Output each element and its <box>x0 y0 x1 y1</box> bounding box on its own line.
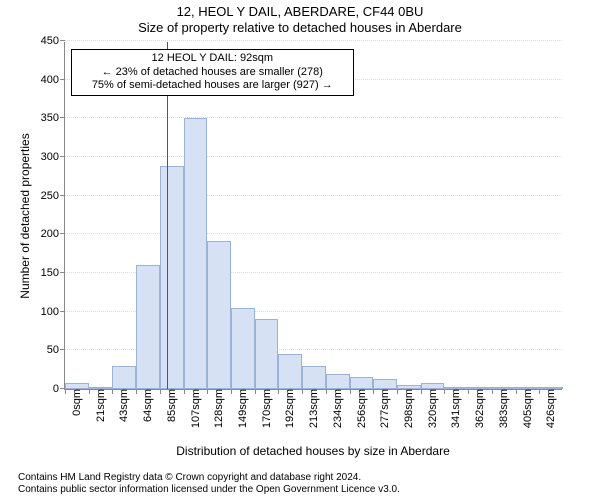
x-axis-title: Distribution of detached houses by size … <box>64 444 562 458</box>
histogram-bar <box>255 319 279 389</box>
histogram-bar <box>231 308 255 389</box>
title-line-2: Size of property relative to detached ho… <box>0 20 600 36</box>
xtick-label: 405sqm <box>516 389 534 428</box>
gridline-h <box>65 233 562 234</box>
histogram-bar <box>160 166 184 389</box>
histogram-bar <box>184 118 208 389</box>
histogram-bar <box>326 374 350 389</box>
annotation-line: ← 23% of detached houses are smaller (27… <box>76 66 349 80</box>
figure-container: 12, HEOL Y DAIL, ABERDARE, CF44 0BU Size… <box>0 0 600 500</box>
plot-wrap: Number of detached properties 0501001502… <box>64 42 562 390</box>
y-axis-title: Number of detached properties <box>18 133 32 298</box>
xtick-label: 149sqm <box>231 389 249 428</box>
ytick-label: 350 <box>41 112 65 124</box>
plot-area: 0501001502002503003504004500sqm21sqm43sq… <box>64 42 562 390</box>
histogram-bar <box>112 366 136 389</box>
annotation-box: 12 HEOL Y DAIL: 92sqm← 23% of detached h… <box>71 49 354 96</box>
ytick-label: 400 <box>41 74 65 86</box>
gridline-h <box>65 195 562 196</box>
xtick-label: 0sqm <box>65 389 83 416</box>
xtick-label: 21sqm <box>89 389 107 422</box>
histogram-bar <box>136 265 160 389</box>
title-block: 12, HEOL Y DAIL, ABERDARE, CF44 0BU Size… <box>0 4 600 37</box>
xtick-label: 107sqm <box>184 389 202 428</box>
ytick-label: 300 <box>41 151 65 163</box>
ytick-label: 100 <box>41 306 65 318</box>
histogram-bar <box>207 241 231 389</box>
annotation-line: 12 HEOL Y DAIL: 92sqm <box>76 52 349 66</box>
xtick-label: 320sqm <box>421 389 439 428</box>
ytick-label: 50 <box>47 344 65 356</box>
xtick-label: 234sqm <box>326 389 344 428</box>
xtick-label: 128sqm <box>207 389 225 428</box>
title-line-1: 12, HEOL Y DAIL, ABERDARE, CF44 0BU <box>0 4 600 20</box>
ytick-label: 150 <box>41 267 65 279</box>
histogram-bar <box>302 366 326 389</box>
xtick-label: 362sqm <box>468 389 486 428</box>
ytick-label: 450 <box>41 35 65 47</box>
ytick-label: 0 <box>53 383 65 395</box>
footer-line-2: Contains public sector information licen… <box>18 484 600 496</box>
xtick-label: 43sqm <box>112 389 130 422</box>
histogram-bar <box>350 377 374 389</box>
xtick-label: 64sqm <box>136 389 154 422</box>
gridline-h <box>65 117 562 118</box>
histogram-bar <box>373 379 397 389</box>
ytick-label: 250 <box>41 190 65 202</box>
xtick-label: 192sqm <box>278 389 296 428</box>
xtick-label: 426sqm <box>539 389 557 428</box>
ytick-label: 200 <box>41 228 65 240</box>
footer-attribution: Contains HM Land Registry data © Crown c… <box>0 472 600 496</box>
xtick-label: 298sqm <box>397 389 415 428</box>
xtick-label: 277sqm <box>373 389 391 428</box>
histogram-bar <box>278 354 302 389</box>
xtick-label: 85sqm <box>160 389 178 422</box>
xtick-label: 170sqm <box>255 389 273 428</box>
xtick-label: 341sqm <box>444 389 462 428</box>
gridline-h <box>65 156 562 157</box>
footer-line-1: Contains HM Land Registry data © Crown c… <box>18 472 600 484</box>
gridline-h <box>65 40 562 41</box>
annotation-line: 75% of semi-detached houses are larger (… <box>76 79 349 93</box>
xtick-label: 256sqm <box>350 389 368 428</box>
xtick-label: 213sqm <box>302 389 320 428</box>
xtick-label: 383sqm <box>492 389 510 428</box>
